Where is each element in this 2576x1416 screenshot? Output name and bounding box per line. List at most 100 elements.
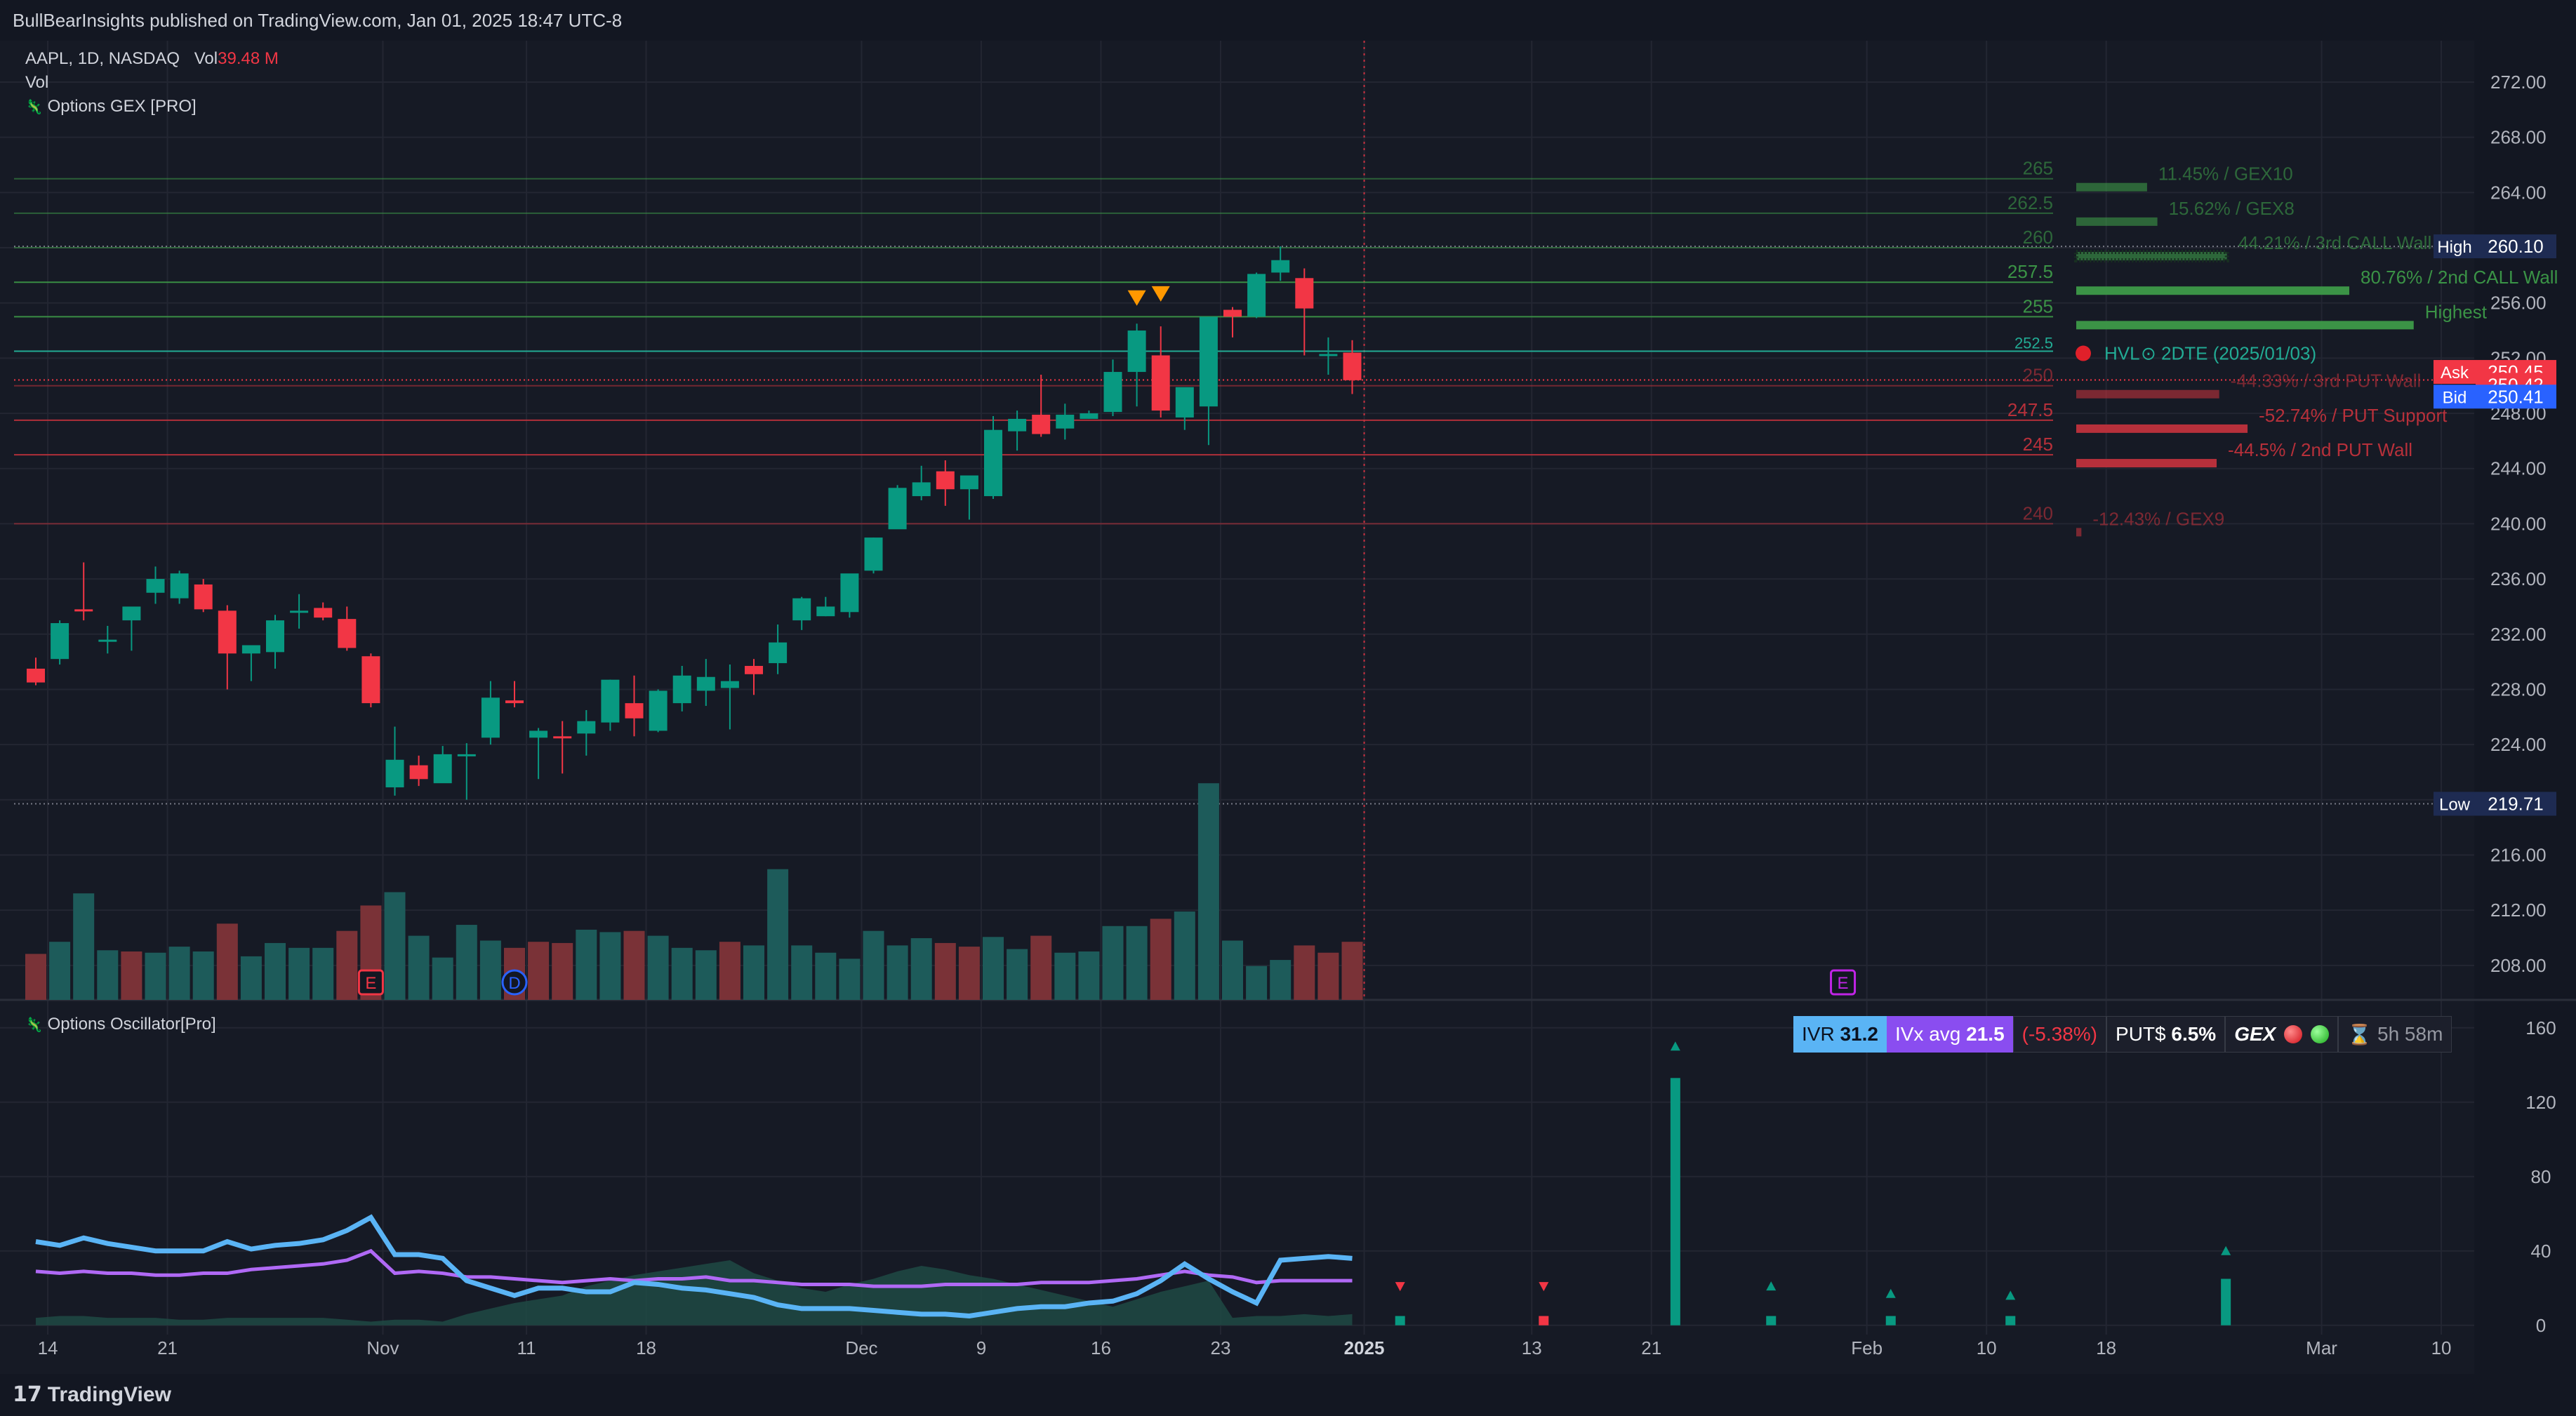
candle-body[interactable] (146, 579, 165, 593)
symbol-label[interactable]: AAPL, 1D, NASDAQ (25, 49, 180, 68)
time-axis-label: 21 (1641, 1337, 1661, 1358)
candle-body[interactable] (792, 598, 811, 621)
candle-body[interactable] (816, 606, 835, 617)
candle-body[interactable] (1271, 260, 1290, 273)
candle-body[interactable] (529, 730, 548, 738)
candle-body[interactable] (409, 765, 428, 780)
candle-body[interactable] (1199, 316, 1218, 407)
candle-body[interactable] (912, 482, 931, 497)
candle-body[interactable] (1103, 372, 1122, 413)
candle-body[interactable] (672, 675, 691, 704)
candle-body[interactable] (696, 676, 715, 691)
dividend-marker-icon[interactable] (501, 969, 528, 996)
price-axis-label: 224.00 (2490, 734, 2547, 755)
gex-level-label: -44.5% / 2nd PUT Wall (2228, 439, 2412, 460)
candle-body[interactable] (649, 690, 668, 731)
candle-body[interactable] (720, 681, 739, 688)
candle-body[interactable] (314, 608, 333, 618)
candle-body[interactable] (1295, 278, 1314, 309)
candle-body[interactable] (122, 606, 141, 621)
candle-body[interactable] (745, 666, 763, 674)
candle-body[interactable] (170, 573, 189, 599)
candle-body[interactable] (1247, 274, 1266, 317)
volume-bar (456, 925, 477, 1000)
volume-bar (73, 893, 95, 1000)
volume-bar (1150, 919, 1171, 1000)
volume-bar (1007, 949, 1028, 1000)
candle-body[interactable] (1343, 352, 1362, 380)
gex-strike-label: 262.5 (2007, 192, 2053, 213)
candle-body[interactable] (194, 584, 213, 610)
earnings-marker-icon[interactable] (1830, 969, 1857, 996)
ivx-avg-line (35, 1248, 1353, 1288)
gex-indicator-label[interactable]: Options GEX [PRO] (47, 97, 197, 116)
candle-body[interactable] (98, 639, 117, 642)
gex-bar-250 (2076, 389, 2219, 399)
oscillator-legend[interactable]: 🦎 Options Oscillator[Pro] (25, 1015, 216, 1034)
oscillator-label[interactable]: Options Oscillator[Pro] (47, 1015, 216, 1034)
vol-row[interactable]: Vol (25, 73, 49, 92)
time-remaining: 5h 58m (2377, 1023, 2443, 1045)
candle-body[interactable] (481, 697, 500, 738)
candle-body[interactable] (457, 754, 476, 756)
candle-body[interactable] (290, 610, 309, 613)
candle-body[interactable] (241, 645, 260, 654)
candle-body[interactable] (1056, 415, 1075, 429)
change-value: (-5.38%) (2021, 1023, 2098, 1045)
volume-bar (671, 947, 693, 1000)
tradingview-logo[interactable]: 17 TradingView (13, 1382, 171, 1407)
time-axis-label: Dec (845, 1337, 877, 1358)
gex-bar-262.5 (2076, 217, 2158, 226)
gex-strike-label: 240 (2023, 502, 2053, 523)
candle-body[interactable] (1223, 309, 1242, 317)
candle-body[interactable] (218, 610, 237, 654)
candle-body[interactable] (601, 679, 620, 723)
candle-body[interactable] (840, 573, 859, 613)
volume-bar (1174, 911, 1195, 1000)
volume-bar (839, 959, 861, 1000)
gex-indicator-legend[interactable]: 🦎 Options GEX [PRO] (25, 97, 197, 116)
candle-body[interactable] (433, 754, 452, 784)
gex-level-label: 44.21% / 3rd CALL Wall (2238, 232, 2432, 253)
volume-bar (1341, 942, 1363, 1000)
candle-body[interactable] (553, 736, 572, 739)
up-arrow-icon (1670, 1041, 1680, 1051)
candle-body[interactable] (984, 429, 1002, 497)
gex-bar-265 (2076, 182, 2147, 192)
event-marker-label: D (508, 974, 520, 993)
volume-bar (336, 930, 358, 1000)
candle-body[interactable] (361, 656, 380, 704)
candle-body[interactable] (960, 475, 978, 490)
earnings-marker-icon[interactable] (357, 969, 384, 996)
price-axis-label: 216.00 (2490, 844, 2547, 865)
symbol-legend[interactable]: AAPL, 1D, NASDAQ Vol39.48 M (25, 49, 279, 69)
ivx-value: 21.5 (1966, 1023, 2005, 1045)
candle-body[interactable] (51, 623, 69, 660)
candle-body[interactable] (1127, 330, 1146, 373)
gex-level-label: -44.33% / 3rd PUT Wall (2231, 370, 2422, 392)
publisher-header: BullBearInsights published on TradingVie… (0, 0, 2576, 41)
candle-body[interactable] (338, 619, 357, 648)
candle-body[interactable] (888, 488, 907, 530)
candle-body[interactable] (864, 537, 883, 571)
candle-body[interactable] (1008, 418, 1027, 432)
candle-body[interactable] (27, 668, 45, 683)
candle-body[interactable] (1151, 355, 1170, 411)
candle-body[interactable] (769, 642, 788, 664)
candle-body[interactable] (625, 703, 644, 719)
candle-body[interactable] (1319, 354, 1338, 356)
candle-body[interactable] (1080, 413, 1098, 419)
candle-body[interactable] (1175, 387, 1194, 418)
candle-body[interactable] (1032, 415, 1051, 434)
candle-body[interactable] (385, 759, 404, 788)
volume-bar (240, 956, 262, 1000)
change-cell: (-5.38%) (2012, 1016, 2107, 1053)
candle-body[interactable] (505, 700, 524, 704)
candle-body[interactable] (74, 609, 93, 612)
candle-body[interactable] (936, 471, 955, 490)
high-tag-label: High (2437, 238, 2471, 257)
put-value: 6.5% (2171, 1023, 2217, 1045)
candle-body[interactable] (577, 721, 596, 734)
candle-body[interactable] (266, 620, 284, 653)
